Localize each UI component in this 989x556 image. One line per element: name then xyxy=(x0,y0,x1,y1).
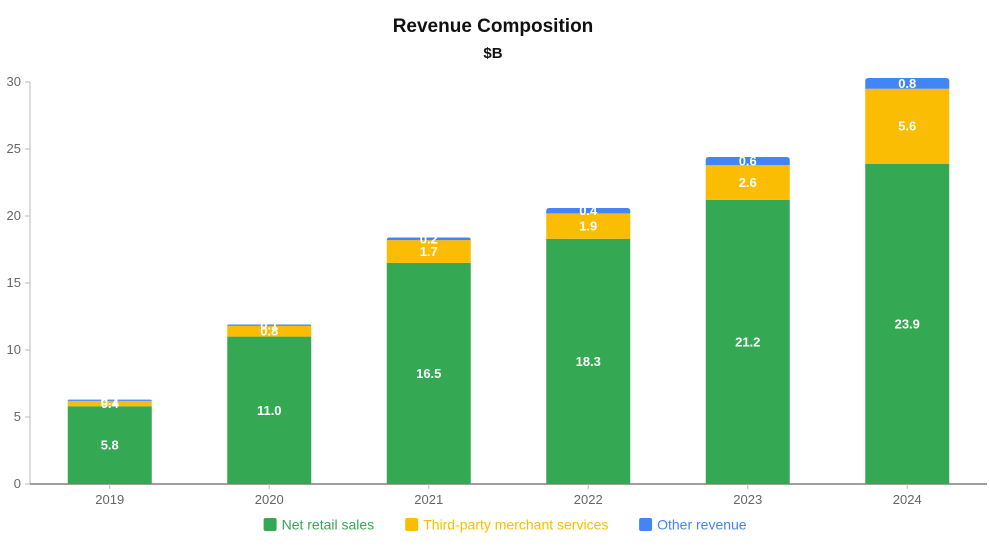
bar-other-revenue-2023 xyxy=(705,157,790,166)
legend-item-net-retail-sales[interactable]: Net retail sales xyxy=(263,517,375,533)
bar-label-other-revenue-2021: 0.2 xyxy=(420,231,438,246)
bar-label-third-party-merchant-services-2021: 1.7 xyxy=(420,244,438,259)
x-tick-label: 2020 xyxy=(255,492,284,507)
bar-label-net-retail-sales-2021: 16.5 xyxy=(416,366,441,381)
bar-other-revenue-2022 xyxy=(546,207,631,214)
bar-net-retail-sales-2023 xyxy=(705,199,790,485)
y-tick-label: 0 xyxy=(14,476,21,491)
bar-label-other-revenue-2024: 0.8 xyxy=(898,76,916,91)
bar-other-revenue-2020 xyxy=(227,324,312,326)
y-tick-label: 20 xyxy=(7,208,21,223)
bar-net-retail-sales-2021 xyxy=(386,262,471,484)
bar-label-net-retail-sales-2020: 11.0 xyxy=(257,403,282,418)
bar-net-retail-sales-2020 xyxy=(227,336,312,484)
bar-third-party-merchant-services-2021 xyxy=(386,240,471,263)
y-tick-label: 10 xyxy=(7,342,21,357)
bar-value-labels: 5.80.40.111.00.80.116.51.70.218.31.90.42… xyxy=(101,76,920,453)
legend-label: Net retail sales xyxy=(282,517,375,533)
legend-item-other-revenue[interactable]: Other revenue xyxy=(639,517,747,533)
bar-stack-2024 xyxy=(865,77,950,485)
x-tick-label: 2022 xyxy=(574,492,603,507)
y-tick-label: 15 xyxy=(7,275,21,290)
chart-title: Revenue Composition xyxy=(393,16,594,37)
bar-label-other-revenue-2022: 0.4 xyxy=(579,203,598,218)
x-axis: 2019 2020 2021 2022 2023 2024 xyxy=(30,483,987,507)
x-tick-label: 2021 xyxy=(414,492,443,507)
bar-third-party-merchant-services-2024 xyxy=(865,88,950,164)
bar-label-net-retail-sales-2022: 18.3 xyxy=(576,354,601,369)
bar-label-third-party-merchant-services-2024: 5.6 xyxy=(898,119,916,134)
chart-subtitle: $B xyxy=(483,45,502,62)
x-tick-label: 2024 xyxy=(893,492,922,507)
bar-net-retail-sales-2022 xyxy=(546,238,631,484)
bar-stack-2022 xyxy=(546,207,631,484)
bar-stack-2021 xyxy=(386,237,471,484)
bar-other-revenue-2019 xyxy=(67,399,152,401)
bar-other-revenue-2024 xyxy=(865,77,950,89)
y-tick-label: 30 xyxy=(7,74,21,89)
bar-net-retail-sales-2019 xyxy=(67,406,152,484)
bar-other-revenue-2021 xyxy=(386,237,471,241)
bar-label-third-party-merchant-services-2020: 0.8 xyxy=(260,324,278,339)
bar-label-other-revenue-2020: 0.1 xyxy=(260,318,278,333)
bar-third-party-merchant-services-2019 xyxy=(67,400,152,407)
x-tick-label: 2023 xyxy=(733,492,762,507)
bar-label-third-party-merchant-services-2023: 2.6 xyxy=(739,175,757,190)
bar-stack-2023 xyxy=(705,157,790,485)
bar-stack-2019 xyxy=(67,399,152,484)
legend: Net retail sales Third-party merchant ser… xyxy=(263,517,747,533)
bar-third-party-merchant-services-2023 xyxy=(705,165,790,200)
bar-third-party-merchant-services-2022 xyxy=(546,213,631,239)
x-tick-label: 2019 xyxy=(95,492,124,507)
bar-label-third-party-merchant-services-2019: 0.4 xyxy=(101,396,120,411)
bar-label-third-party-merchant-services-2022: 1.9 xyxy=(579,219,597,234)
legend-label: Third-party merchant services xyxy=(423,517,608,533)
y-tick-label: 25 xyxy=(7,141,21,156)
bar-label-other-revenue-2019: 0.1 xyxy=(101,393,119,408)
legend-label: Other revenue xyxy=(657,517,747,533)
legend-swatch xyxy=(263,518,277,531)
bar-stacks xyxy=(67,77,950,485)
bar-label-other-revenue-2023: 0.6 xyxy=(739,154,757,169)
bar-label-net-retail-sales-2023: 21.2 xyxy=(735,334,760,349)
y-tick-label: 5 xyxy=(14,409,21,424)
y-axis: 0 5 10 15 20 25 30 xyxy=(7,74,31,491)
legend-item-third-party-merchant-services[interactable]: Third-party merchant services xyxy=(405,517,608,533)
legend-swatch xyxy=(405,518,419,531)
legend-swatch xyxy=(639,518,653,531)
bar-label-net-retail-sales-2019: 5.8 xyxy=(101,438,119,453)
bar-third-party-merchant-services-2020 xyxy=(227,325,312,337)
bar-label-net-retail-sales-2024: 23.9 xyxy=(895,316,920,331)
bar-net-retail-sales-2024 xyxy=(865,163,950,485)
bar-stack-2020 xyxy=(227,324,312,484)
